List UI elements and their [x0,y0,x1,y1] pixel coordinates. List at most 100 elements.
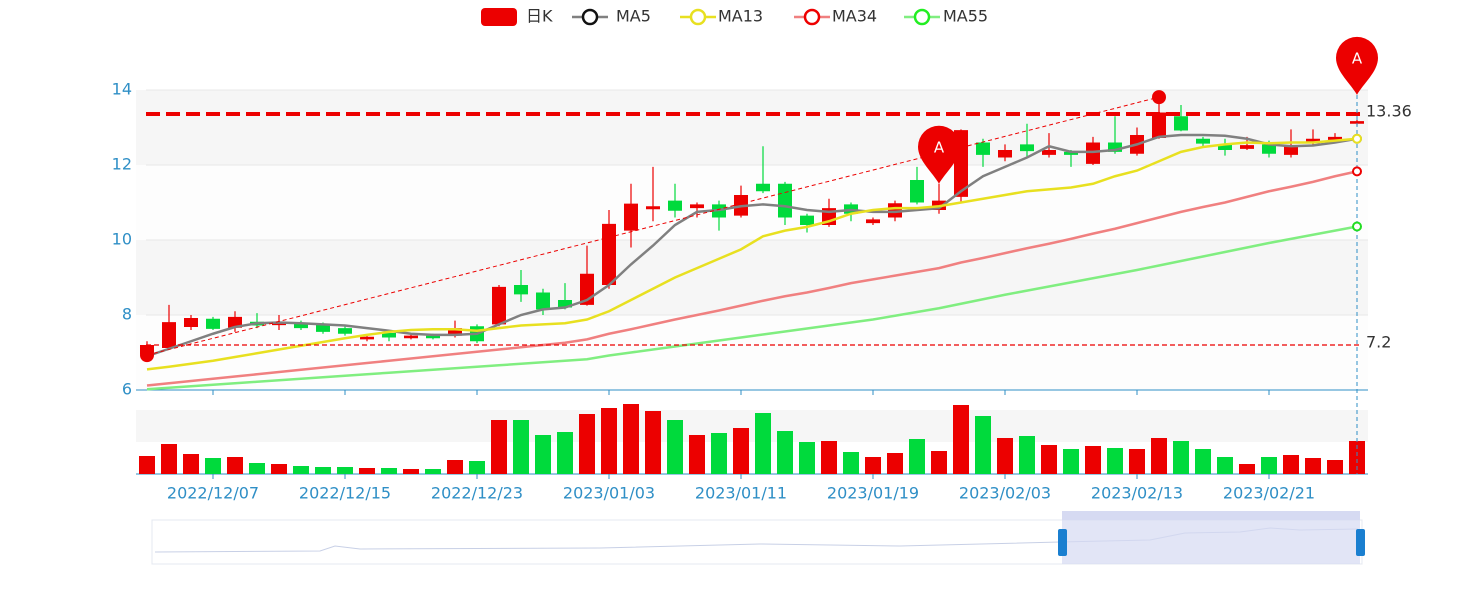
ma-line [146,170,1358,387]
candle-body [558,300,572,308]
hover-dot [1352,221,1362,232]
hover-dot [1352,133,1362,144]
candle-body [492,286,506,325]
candle-body [272,322,286,326]
volume-bar [579,414,595,474]
volume-bar [623,404,639,474]
legend-item[interactable]: MA5 [572,7,651,26]
volume-bar [381,468,397,474]
volume-bar [755,413,771,474]
volume-bar [931,451,947,474]
candle-body [1108,142,1122,152]
zoom-handle[interactable] [1356,529,1365,556]
ma-line [146,225,1358,391]
volume-bar [315,467,331,474]
grid-band [136,165,1368,240]
x-tick-label: 2022/12/23 [431,484,523,503]
candle-body [1020,144,1034,152]
volume-bar [447,460,463,474]
mark-line-label: 13.36 [1366,102,1412,121]
x-tick-label: 2023/01/03 [563,484,655,503]
x-tick-label: 2023/02/21 [1223,484,1315,503]
volume-bar [161,444,177,474]
x-tick-label: 2023/02/03 [959,484,1051,503]
zoom-window[interactable] [1062,520,1360,564]
volume-bar [183,454,199,474]
trend-line [146,96,1160,356]
mark-pin-label: A [1352,49,1363,67]
y-tick-label: 10 [112,230,132,249]
candle-body [514,285,528,295]
volume-bar [1129,449,1145,474]
data-zoom[interactable] [151,511,1365,565]
legend-item[interactable]: MA34 [794,7,877,26]
candle-body [866,219,880,224]
volume-band [136,410,1368,442]
candle-body [338,328,352,334]
volume-bar [667,420,683,474]
candle-body [624,203,638,231]
legend-label: MA5 [616,7,651,26]
candle-body [1262,144,1276,154]
grid-band [136,315,1368,390]
candle-body [206,318,220,329]
candle-body [1152,112,1166,138]
legend-item[interactable]: MA13 [680,7,763,26]
x-tick-label: 2023/01/11 [695,484,787,503]
candle-body [800,215,814,225]
volume-bar [1085,446,1101,474]
volume-bar [1349,441,1365,474]
volume-bar [1261,457,1277,474]
legend-label: MA34 [832,7,877,26]
volume-bar [469,461,485,474]
volume-bar [139,456,155,474]
candle-body [294,322,308,329]
legend-label: 日K [526,7,553,26]
volume-bar [205,458,221,474]
volume-bar [491,420,507,474]
candle-body [1064,151,1078,155]
zoom-bar[interactable] [1062,511,1360,520]
hover-dot [1352,166,1362,177]
volume-bar [1327,460,1343,474]
volume-bar [1151,438,1167,474]
ma-line [146,133,1358,358]
candle-body [1306,138,1320,144]
candle-body [184,318,198,327]
candle-body [1196,138,1210,144]
volume-bar [733,428,749,474]
candle-body [1328,136,1342,140]
candle-body [668,200,682,211]
volume-bar [909,439,925,474]
volume-bar [1019,436,1035,474]
legend-icon [481,8,517,26]
volume-bar [645,411,661,474]
mark-pin [1336,36,1378,95]
candle-body [998,150,1012,158]
volume-bar [865,457,881,474]
zoom-handle[interactable] [1058,529,1067,556]
candle-body [448,328,462,336]
candle-body [162,322,176,348]
legend-item[interactable]: 日K [481,7,553,27]
volume-bar [293,466,309,474]
legend-item[interactable]: MA55 [904,7,988,26]
x-tick-label: 2022/12/15 [299,484,391,503]
volume-bar [601,408,617,474]
volume-bar [1217,457,1233,474]
legend-icon [803,8,821,26]
volume-bar [1063,449,1079,474]
candle-body [1174,116,1188,131]
volume-bar [1305,458,1321,474]
candle-body [1218,144,1232,150]
legend-icon [581,8,599,26]
y-tick-label: 14 [112,80,132,99]
legend-icon [913,8,931,26]
candle-body [1240,145,1254,149]
volume-bar [535,435,551,474]
y-tick-label: 12 [112,155,132,174]
volume-bar [1239,464,1255,474]
volume-bar [1283,455,1299,474]
legend-icon [689,8,707,26]
